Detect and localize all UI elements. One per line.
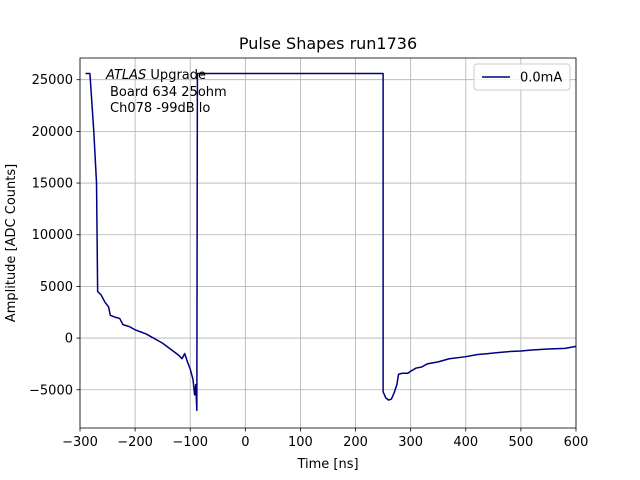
y-tick-label: 25000 [32, 73, 73, 88]
annotation: ATLAS Upgrade [105, 68, 206, 83]
x-tick-label: −300 [62, 435, 98, 450]
axes-frame [79, 57, 577, 429]
annotation-line: Ch078 -99dB lo [110, 101, 210, 116]
x-axis-label: Time [ns] [296, 457, 358, 472]
y-tick-label: 10000 [32, 228, 73, 243]
x-tick-label: −200 [117, 435, 153, 450]
legend-box [473, 63, 571, 91]
y-tick-label: 20000 [32, 125, 73, 140]
x-tick-label: 500 [508, 435, 533, 450]
legend-label: 0.0mA [520, 71, 562, 86]
y-tick-label: 5000 [40, 280, 73, 295]
x-tick-label: 100 [288, 435, 313, 450]
x-tick-label: 300 [398, 435, 423, 450]
data-line [85, 72, 577, 412]
chart-title: Pulse Shapes run1736 [239, 34, 417, 53]
annotation-text: Upgrade [150, 68, 206, 83]
x-tick-label: −100 [172, 435, 208, 450]
x-tick-label: 0 [241, 435, 249, 450]
y-tick-label: 15000 [32, 177, 73, 192]
y-tick-label: −5000 [29, 383, 73, 398]
x-tick-label: 400 [453, 435, 478, 450]
y-axis-label: Amplitude [ADC Counts] [4, 164, 19, 322]
x-tick-label: 200 [343, 435, 368, 450]
annotation-italic: ATLAS [105, 68, 146, 83]
annotation-line: Board 634 25ohm [110, 85, 227, 100]
y-tick-label: 0 [65, 332, 73, 347]
x-tick-label: 600 [564, 435, 589, 450]
